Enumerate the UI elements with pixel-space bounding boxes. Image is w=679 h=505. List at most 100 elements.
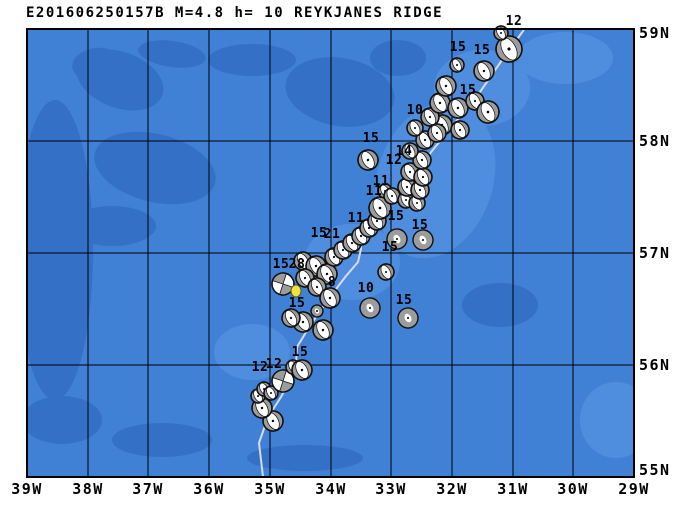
latitude-label: 59N (639, 24, 671, 42)
normal-mechanism (319, 287, 341, 309)
map-frame (26, 28, 635, 478)
center-dot (407, 317, 409, 319)
focal-mechanism-beachball (291, 359, 313, 381)
center-dot (456, 64, 458, 66)
center-dot (316, 310, 318, 312)
beachball-outline (291, 359, 313, 381)
center-dot (486, 110, 490, 114)
bathymetry-blob (27, 396, 102, 444)
normal-mechanism (427, 123, 447, 143)
plot-title: E201606250157B M=4.8 h= 10 REYKJANES RID… (26, 5, 444, 21)
depth-label: 14 (396, 144, 413, 159)
depth-label: 15 (412, 218, 429, 233)
latitude-label: 57N (639, 244, 671, 262)
depth-label: 12 (506, 14, 523, 29)
normal-mechanism (377, 263, 395, 281)
focal-mechanism-beachball (435, 75, 457, 97)
focal-mechanism-beachball (368, 196, 392, 220)
focal-mechanism-beachball (401, 142, 419, 160)
focal-mechanism-beachball (281, 308, 301, 328)
depth-label: 10 (407, 103, 424, 118)
normal-mechanism (357, 149, 379, 171)
normal-mechanism (292, 311, 314, 333)
center-dot (369, 307, 371, 309)
depth-label: 11 (366, 184, 383, 199)
focal-mechanism-beachball (316, 263, 338, 285)
depth-label: 15 (273, 257, 290, 272)
focal-mechanism-beachball (412, 150, 432, 170)
depth-label: 15 (382, 240, 399, 255)
center-dot (301, 320, 305, 324)
center-dot (421, 175, 425, 179)
depth-label: 15 (460, 83, 477, 98)
bathymetry-blob (27, 100, 93, 400)
center-dot (500, 32, 502, 34)
longitude-label: 36W (193, 480, 225, 498)
normal-mechanism (291, 359, 313, 381)
center-dot (423, 138, 427, 142)
center-dot (391, 195, 393, 197)
focal-mechanism-beachball (377, 263, 395, 281)
gray-mechanism (412, 229, 434, 251)
center-dot (405, 185, 409, 189)
center-dot (271, 419, 275, 423)
bathymetry-blob (580, 382, 634, 458)
normal-mechanism (383, 187, 401, 205)
normal-mechanism (316, 263, 338, 285)
depth-label: 12 (252, 360, 269, 375)
longitude-label: 39W (11, 480, 43, 498)
focal-mechanism-beachball (319, 287, 341, 309)
beachball-outline (406, 119, 424, 137)
focal-mechanism-beachball (312, 319, 334, 341)
bathymetry-blob (138, 40, 206, 68)
center-dot (366, 158, 370, 162)
bathymetry-blob (517, 32, 613, 84)
gray-mechanism (359, 297, 381, 319)
focal-mechanism-beachball (449, 57, 465, 73)
center-dot (414, 127, 416, 129)
depth-label: 15 (289, 296, 306, 311)
normal-mechanism (281, 308, 301, 328)
focal-mechanism-beachball (450, 120, 470, 140)
longitude-label: 32W (436, 480, 468, 498)
axis-label-layer: 39W 38W 37W 36W 35W 34W 33W 32W 31W 30W 29W 59N 58N 5… (11, 24, 671, 498)
normal-mechanism (476, 100, 500, 124)
normal-mechanism (450, 120, 470, 140)
beachball-outline (473, 60, 495, 82)
depth-label: 15 (292, 345, 309, 360)
bathymetry-blob (94, 131, 216, 205)
center-dot (396, 238, 398, 240)
bathymetry-blob (68, 206, 156, 246)
beachball-outline (429, 92, 451, 114)
depth-label: 15 (474, 43, 491, 58)
focal-mechanism-beachball (412, 229, 434, 251)
focal-mechanism-beachball (386, 228, 408, 250)
beachball-outline (281, 308, 301, 328)
focal-mechanism-layer (250, 25, 523, 432)
focal-mechanism-beachball (359, 297, 381, 319)
focal-mechanism-beachball (473, 60, 495, 82)
longitude-label: 31W (497, 480, 529, 498)
longitude-label: 30W (557, 480, 589, 498)
beachball-outline (476, 100, 500, 124)
longitude-label: 37W (132, 480, 164, 498)
longitude-label: 33W (375, 480, 407, 498)
center-dot (315, 285, 319, 289)
center-dot (328, 296, 332, 300)
latitude-label: 55N (639, 461, 671, 479)
strike-slip-quadrants (271, 369, 295, 393)
depth-label: 8 (328, 275, 336, 290)
nodal-plane (279, 273, 287, 295)
normal-mechanism (401, 142, 419, 160)
center-dot (482, 69, 486, 73)
center-dot (444, 84, 448, 88)
depth-label: 15 (363, 131, 380, 146)
bathymetry-layer (27, 32, 634, 471)
focal-mechanism-beachball (476, 100, 500, 124)
center-dot (507, 47, 511, 51)
center-dot (473, 99, 477, 103)
focal-mechanism-beachball (397, 307, 419, 329)
center-dot (378, 206, 382, 210)
